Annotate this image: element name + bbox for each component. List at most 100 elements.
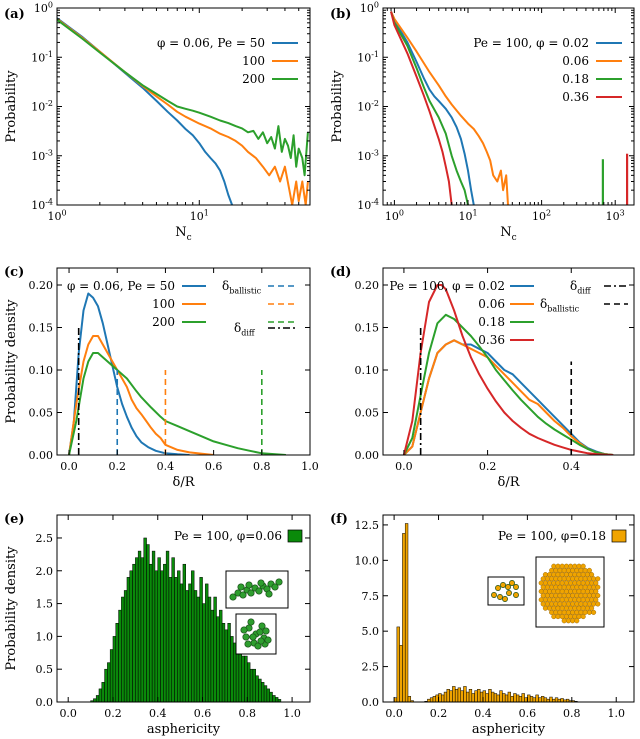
x-tick-label: 1.0 [283,707,301,720]
bar-e-11 [121,596,125,702]
legend-label: φ = 0.06, Pe = 50 [157,36,265,50]
particle [565,593,571,599]
particle [247,618,255,626]
particle [540,593,546,599]
particle [570,601,576,607]
plot-area-c [68,292,286,455]
particle [586,593,592,599]
legend-label: δballistic [222,279,262,296]
bar-e-34 [185,590,189,702]
bar-e-26 [163,563,167,702]
particle [561,567,567,573]
bar-f-35 [491,691,495,702]
particle [255,587,263,595]
bar-e-63 [266,688,270,702]
particle [559,572,565,578]
particle [593,588,599,594]
particle [500,582,506,588]
plot-area-a [57,17,309,205]
particle [582,609,588,615]
x-tick-label: 0.2 [479,460,497,473]
particle [555,614,561,620]
particle [589,588,595,594]
panel-label: (a) [4,7,25,22]
legend-label: 0.36 [562,90,589,104]
particle [586,576,592,582]
particle [551,588,557,594]
particle [586,609,592,615]
x-tick-label: 0.8 [239,707,257,720]
legend-a: φ = 0.06, Pe = 50 100 200 [157,36,298,86]
particle [547,572,553,578]
bar-e-13 [126,577,131,702]
particle [595,584,601,590]
particle [582,567,588,573]
particle [578,576,584,582]
panel-label: (c) [4,265,24,280]
particle [542,597,548,603]
series-line-a-200 [57,18,309,177]
particle [257,579,265,587]
particle [557,584,563,590]
particle [563,588,569,594]
y-tick-label: 10-1 [31,50,53,64]
x-tick-label: 0.6 [519,707,537,720]
ticks-a: 100 101 10-4 10-3 10-2 10-1 100 [31,1,310,223]
axes-frame-d [382,267,635,456]
particle [576,563,582,569]
bar-e-64 [269,691,273,702]
particle [244,640,252,648]
particle [591,593,597,599]
bar-f-24 [460,690,464,702]
particle [589,597,595,603]
bar-f-39 [502,693,506,702]
particle [544,601,550,607]
y-tick-label: 10-2 [31,99,53,113]
particle [595,601,601,607]
particle [584,605,590,611]
particle [580,597,586,603]
legend-f: Pe = 100, φ=0.18 [498,529,627,543]
bar-e-14 [129,570,133,702]
ticks-e: 0.0 0.2 0.4 0.6 0.8 1.0 0.0 0.5 1.0 1.5 2.0 2.5 [36,515,310,720]
particle [555,572,561,578]
y-tick-label: 10-4 [31,198,53,212]
bar-e-48 [224,629,228,702]
y-tick-label: 10-3 [31,148,53,162]
particle [557,601,563,607]
particle [572,614,578,620]
legend-label: 0.06 [478,297,505,311]
particle [561,601,567,607]
particle [549,567,555,573]
particle [549,584,555,590]
particle [561,609,567,615]
particle [568,605,574,611]
legend-label: 100 [152,297,175,311]
bar-f-19 [446,689,450,702]
bar-e-42 [207,596,212,702]
particle [586,567,592,573]
y-tick-label: 12.5 [355,519,380,532]
particle [559,614,565,620]
bar-f-1 [396,626,400,702]
bar-e-33 [182,563,186,702]
particle [509,580,515,586]
particle [565,584,571,590]
y-tick-label: 2.5 [362,661,380,674]
particle [256,628,264,636]
y-tick-label: 100 [34,1,53,15]
panel-label: (f) [330,512,348,527]
y-tick-label: 0.00 [355,449,380,462]
inset-cluster-elongated [229,578,283,601]
ticks-b: 100 101 102 103 10-4 10-3 10-2 10-1 100 [357,1,634,223]
bar-e-45 [216,616,220,702]
legend-c: φ = 0.06, Pe = 50 100 200 δballistic δdiff [67,279,298,338]
bar-e-16 [135,557,139,702]
particle [570,593,576,599]
bar-f-46 [521,693,525,702]
particle [275,578,283,586]
bar-f-18 [443,691,448,702]
particle [237,583,245,591]
bar-f-30 [477,689,481,702]
particle [559,605,565,611]
